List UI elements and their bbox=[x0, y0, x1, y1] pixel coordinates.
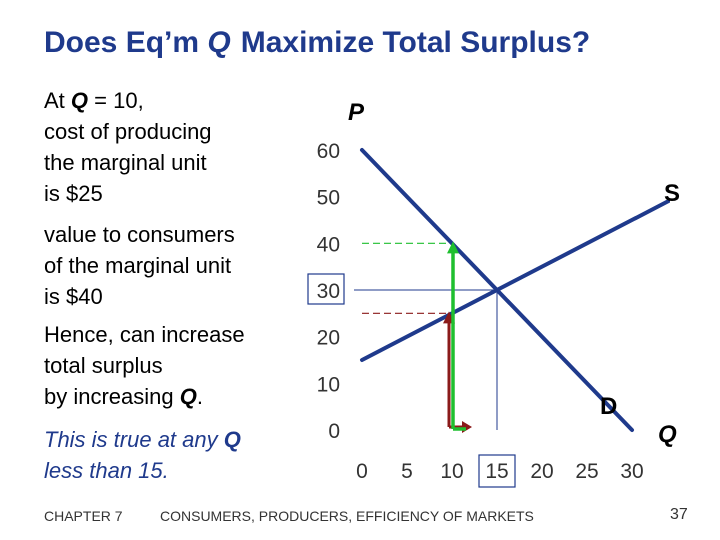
conclusion-line-3-c: . bbox=[196, 384, 203, 409]
generalization-text: This is true at any Q less than 15. bbox=[44, 424, 241, 486]
x-tick-label-0: 0 bbox=[356, 460, 368, 483]
cost-line-1-q: Q bbox=[70, 88, 89, 113]
y-tick-label-50: 50 bbox=[317, 187, 340, 210]
page-number: 37 bbox=[670, 506, 688, 523]
value-line-1: value to consumers bbox=[44, 222, 235, 247]
title-variable: Q bbox=[207, 26, 231, 59]
footer-chapter: CHAPTER 7 bbox=[44, 508, 123, 524]
cost-line-1-a: At bbox=[44, 88, 71, 113]
demand-curve-label: D bbox=[600, 393, 617, 420]
y-tick-label-0: 0 bbox=[328, 420, 340, 443]
x-tick-label-20: 20 bbox=[530, 460, 553, 483]
y-axis-label: P bbox=[348, 99, 365, 126]
value-line-2: of the marginal unit bbox=[44, 253, 232, 278]
value-explanation: value to consumers of the marginal unit … bbox=[44, 219, 235, 312]
cost-line-1: At Q = 10, bbox=[44, 85, 212, 116]
x-tick-label-25: 25 bbox=[575, 460, 598, 483]
y-tick-label-40: 40 bbox=[317, 233, 340, 256]
value-line-3: is $40 bbox=[44, 284, 103, 309]
cost-line-3: the marginal unit bbox=[44, 150, 207, 175]
cost-arrow-head-right bbox=[462, 421, 472, 433]
conclusion-text: Hence, can increase total surplus by inc… bbox=[44, 319, 245, 412]
x-tick-label-15: 15 bbox=[485, 460, 508, 483]
x-tick-label-5: 5 bbox=[401, 460, 413, 483]
supply-curve-label: S bbox=[664, 180, 680, 207]
cost-line-1-c: = 10, bbox=[88, 88, 144, 113]
y-tick-label-60: 60 bbox=[317, 140, 340, 163]
title-text-pre: Does Eq’m bbox=[44, 26, 200, 59]
cost-line-4: is $25 bbox=[44, 181, 103, 206]
conclusion-line-3-q: Q bbox=[179, 384, 197, 409]
x-axis-label: Q bbox=[658, 421, 677, 448]
value-arrow-head-up bbox=[447, 241, 459, 254]
x-tick-label-30: 30 bbox=[620, 460, 643, 483]
conclusion-line-1: Hence, can increase bbox=[44, 322, 245, 347]
curve-S bbox=[360, 198, 670, 362]
generalization-line-1-a: This is true at any bbox=[44, 427, 224, 452]
conclusion-line-3: by increasing Q. bbox=[44, 381, 245, 412]
conclusion-line-3-a: by increasing bbox=[44, 384, 180, 409]
x-tick-highlight-box bbox=[478, 454, 516, 488]
y-tick-label-10: 10 bbox=[317, 373, 340, 396]
generalization-line-1-q: Q bbox=[223, 427, 241, 452]
footer: CHAPTER 7 CONSUMERS, PRODUCERS, EFFICIEN… bbox=[44, 508, 534, 524]
y-tick-label-20: 20 bbox=[317, 327, 340, 350]
generalization-line-1: This is true at any Q bbox=[44, 424, 241, 455]
curve-D bbox=[360, 148, 634, 432]
title-text-post: Maximize Total Surplus? bbox=[240, 26, 591, 59]
slide-title: Does Eq’m Q Maximize Total Surplus? bbox=[44, 26, 590, 60]
conclusion-line-2: total surplus bbox=[44, 353, 163, 378]
y-tick-highlight-box bbox=[307, 273, 345, 305]
y-tick-label-30: 30 bbox=[317, 280, 340, 303]
generalization-line-2: less than 15. bbox=[44, 458, 169, 483]
footer-subject: CONSUMERS, PRODUCERS, EFFICIENCY OF MARK… bbox=[160, 508, 534, 524]
cost-explanation: At Q = 10, cost of producing the margina… bbox=[44, 85, 212, 209]
cost-line-2: cost of producing bbox=[44, 119, 212, 144]
x-tick-label-10: 10 bbox=[440, 460, 463, 483]
